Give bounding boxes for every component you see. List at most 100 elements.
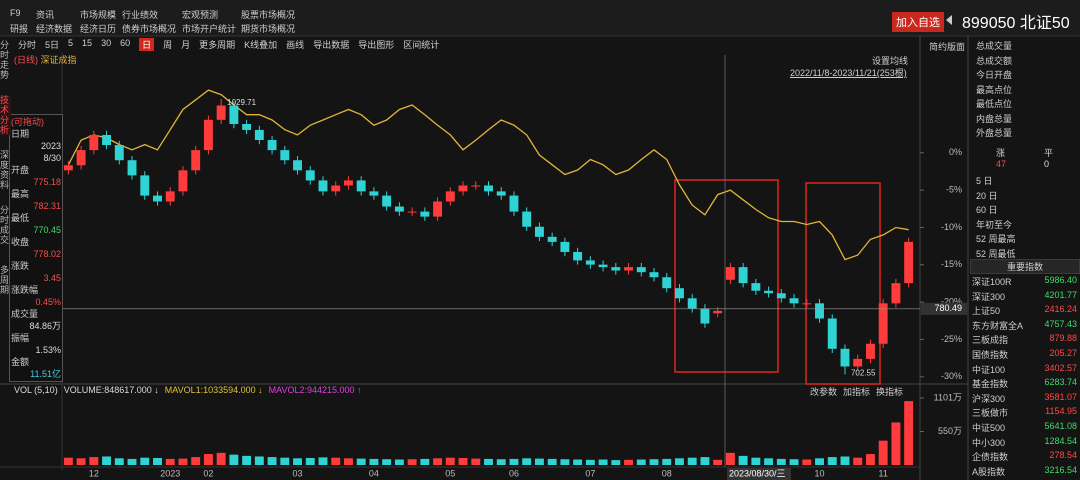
candle-body: [484, 185, 493, 192]
index-name[interactable]: 中证500: [972, 423, 1006, 433]
menu-item[interactable]: 研报: [10, 24, 29, 34]
index-name[interactable]: 基金指数: [972, 379, 1009, 390]
candle-body: [865, 343, 875, 359]
quote-field: 内盘总量: [976, 113, 1013, 124]
side-tab[interactable]: 深度资料: [0, 150, 9, 190]
toolbar-item[interactable]: 5日: [45, 40, 60, 50]
toolbar-item[interactable]: 15: [82, 38, 93, 48]
side-tab[interactable]: 分时成交: [0, 205, 9, 245]
menu-item[interactable]: 股票市场概况: [241, 10, 296, 20]
volume-stat: MAVOL2:944215.000 ↑: [268, 385, 362, 395]
toolbar-item[interactable]: 30: [101, 38, 112, 48]
x-tick-label: 11: [878, 468, 887, 478]
volume-bar: [547, 458, 557, 465]
volume-legend: VOL (5,10) VOLUME:848617.000 ↓ MAVOL1:1033…: [14, 385, 362, 395]
candle-body: [471, 185, 481, 187]
index-name[interactable]: 三板做市: [972, 408, 1009, 419]
volume-button[interactable]: 换指标: [876, 387, 904, 397]
add-watch-button[interactable]: 加入自选: [892, 12, 944, 32]
menu-item[interactable]: 宏观预测: [182, 10, 219, 20]
settings[interactable]: 设置均线: [872, 56, 909, 66]
volume-bar: [904, 401, 914, 465]
menu-item[interactable]: 经济数据: [36, 24, 73, 34]
volume-bar: [242, 455, 252, 465]
candle-body: [700, 308, 710, 324]
index-name[interactable]: 中小300: [972, 437, 1006, 448]
toolbar-item[interactable]: 分时: [18, 40, 37, 50]
info-value: 775.18: [33, 177, 61, 187]
volume-bar: [203, 454, 213, 465]
side-tab[interactable]: 多周期: [0, 265, 9, 295]
index-name[interactable]: 中证100: [972, 364, 1006, 375]
volume-bar: [471, 458, 481, 465]
candle-body: [891, 283, 901, 304]
index-name[interactable]: A股指数: [972, 466, 1006, 477]
side-tab[interactable]: 分时走势: [0, 40, 9, 80]
period-field: 60 日: [976, 205, 998, 215]
index-name[interactable]: 东方财富全A: [972, 320, 1024, 331]
candle-body: [178, 170, 188, 192]
toolbar-item[interactable]: 画线: [286, 40, 305, 50]
y2-tick-label: -5%: [946, 185, 962, 195]
volume-button[interactable]: 改参数: [810, 387, 838, 397]
info-label: 振幅: [11, 333, 30, 343]
index-name[interactable]: 企债指数: [972, 452, 1009, 463]
toolbar-item[interactable]: 5: [68, 38, 74, 48]
index-name[interactable]: 上证50: [972, 306, 1001, 317]
index-name[interactable]: 三板成指: [972, 335, 1009, 346]
menu-item[interactable]: F9: [10, 8, 21, 18]
quote-field: 总成交额: [976, 55, 1013, 66]
menu-item[interactable]: 债券市场概况: [122, 24, 177, 34]
y2-tick-label: 0%: [949, 147, 962, 157]
layout-toggle[interactable]: 简约版面: [929, 42, 966, 52]
index-name[interactable]: 沪深300: [972, 393, 1006, 404]
candle-body: [840, 348, 850, 367]
info-label: 日期: [11, 129, 30, 139]
index-name[interactable]: 国债指数: [972, 350, 1009, 360]
overlay-name[interactable]: 深证成指: [40, 55, 77, 65]
menu-item[interactable]: 经济日历: [80, 24, 117, 34]
menu-item[interactable]: 市场规模: [80, 10, 117, 20]
index-name[interactable]: 深证100R: [972, 277, 1012, 287]
menu-item[interactable]: 市场开户统计: [182, 24, 237, 34]
candle-body: [407, 211, 417, 213]
menu-item[interactable]: 期货市场概况: [241, 24, 296, 34]
candle-body: [598, 264, 608, 268]
candle-body: [114, 145, 124, 161]
candle-body: [509, 195, 519, 212]
toolbar-item[interactable]: 月: [181, 40, 191, 50]
index-value: 5641.08: [1044, 421, 1077, 431]
toolbar-item[interactable]: 更多周期: [199, 40, 236, 50]
index-name[interactable]: 深证300: [972, 291, 1006, 302]
overlay-line: [67, 89, 909, 261]
candle-body: [802, 303, 812, 305]
period-field: 52 周最低: [976, 248, 1016, 259]
toolbar-item[interactable]: 周: [163, 40, 173, 50]
toolbar-item[interactable]: K线叠加: [244, 40, 278, 50]
toolbar-item[interactable]: 导出数据: [313, 40, 350, 50]
volume-bar: [343, 458, 353, 465]
menu-item[interactable]: 资讯: [36, 10, 55, 20]
toolbar-item[interactable]: 导出图形: [358, 40, 395, 50]
index-value: 1284.54: [1044, 435, 1077, 446]
info-value: 770.45: [33, 225, 61, 235]
range[interactable]: 2022/11/8-2023/11/21(253根): [790, 68, 907, 78]
crosshair-date-box: [727, 468, 791, 480]
volume-button[interactable]: 加指标: [843, 387, 871, 397]
code: 899050: [962, 15, 1016, 32]
info-label: 金额: [11, 357, 30, 367]
candle-body: [127, 160, 137, 176]
toolbar-item[interactable]: 60: [120, 38, 131, 48]
side-tab[interactable]: 技术分析: [0, 95, 11, 135]
candle-body: [89, 134, 99, 151]
volume-bar: [802, 459, 812, 465]
volume-bar: [573, 459, 583, 465]
index-value: 5986.40: [1044, 275, 1077, 285]
security-name: 北证50: [1019, 15, 1070, 32]
volume-bar: [331, 457, 341, 465]
volume-bar: [700, 457, 710, 465]
toolbar-item[interactable]: 区间统计: [403, 40, 440, 50]
menu-item[interactable]: 行业绩效: [122, 10, 159, 20]
toolbar-item[interactable]: 日: [139, 38, 155, 51]
